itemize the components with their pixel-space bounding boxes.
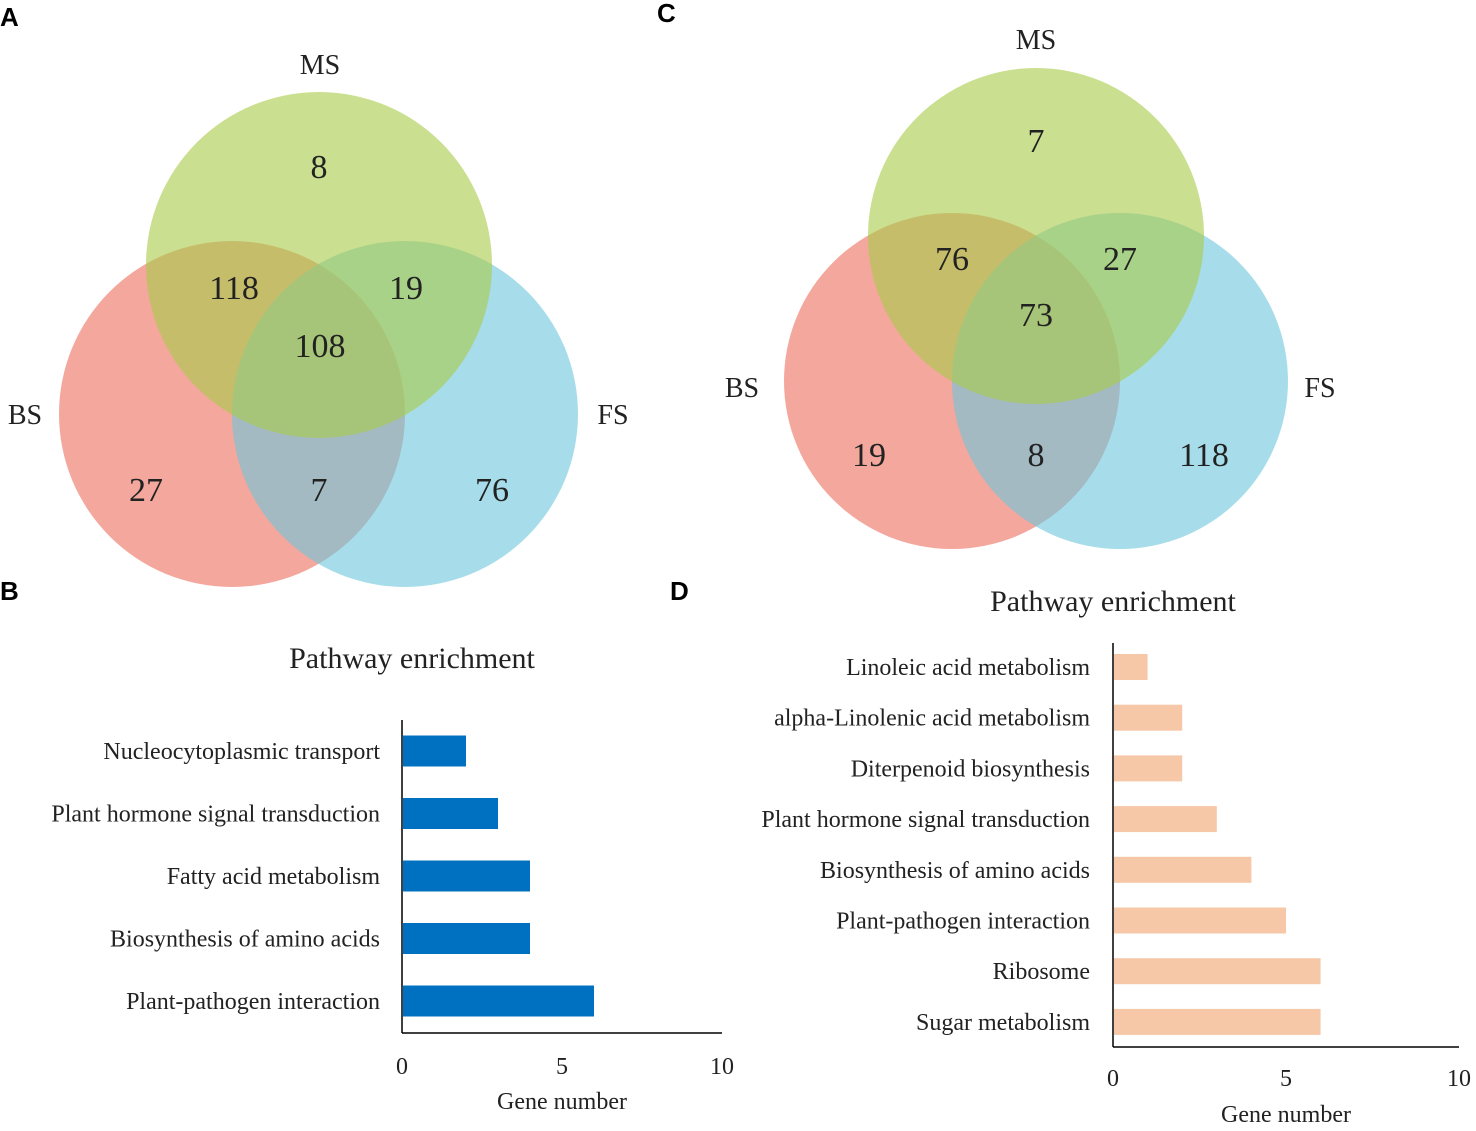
venn-a-count-ms-only: 8 [311, 149, 328, 186]
chart-b-category-label: Plant-pathogen interaction [126, 989, 380, 1015]
venn-c-count-bs-fs: 8 [1028, 437, 1045, 474]
chart-d-xlabel: Gene number [1221, 1102, 1351, 1128]
bar-chart-b: Pathway enrichment Gene number Nucleocyt… [51, 642, 734, 1115]
venn-a: MS BS FS 8 118 19 108 27 7 76 [8, 50, 629, 587]
venn-c-count-ms-bs: 76 [935, 241, 969, 278]
venn-a-label-ms: MS [300, 50, 340, 81]
venn-c-count-all: 73 [1019, 297, 1053, 334]
chart-b-bar [403, 735, 466, 767]
chart-b-tick-label: 0 [396, 1054, 408, 1080]
chart-d-category-label: Plant hormone signal transduction [761, 807, 1090, 833]
venn-a-circle-ms [146, 92, 492, 438]
chart-b-category-label: Plant hormone signal transduction [51, 802, 380, 828]
chart-d-bar [1114, 654, 1148, 680]
chart-d-category-label: Sugar metabolism [916, 1010, 1090, 1036]
venn-c-circle-ms [868, 68, 1204, 404]
venn-a-count-ms-bs: 118 [209, 270, 259, 307]
panel-letter-a: A [0, 2, 19, 32]
venn-c-count-bs-only: 19 [852, 437, 886, 474]
venn-a-count-fs-only: 76 [475, 472, 509, 509]
venn-a-label-bs: BS [8, 400, 42, 431]
chart-d-category-label: alpha-Linolenic acid metabolism [774, 706, 1090, 732]
chart-d-category-label: Ribosome [993, 959, 1090, 985]
panel-letter-d: D [670, 576, 689, 606]
chart-b-category-label: Biosynthesis of amino acids [110, 927, 380, 953]
venn-c-count-ms-fs: 27 [1103, 241, 1137, 278]
chart-d-category-label: Linoleic acid metabolism [846, 655, 1090, 681]
venn-c: MS BS FS 7 76 27 73 19 8 118 [725, 25, 1336, 549]
chart-d-category-label: Plant-pathogen interaction [836, 909, 1090, 935]
venn-a-count-ms-fs: 19 [389, 270, 423, 307]
chart-d-category-label: Biosynthesis of amino acids [820, 858, 1090, 884]
venn-a-count-bs-fs: 7 [311, 472, 328, 509]
chart-d-title: Pathway enrichment [990, 585, 1236, 618]
venn-a-count-all: 108 [295, 328, 346, 365]
chart-d-bar [1114, 704, 1183, 731]
chart-d-bar [1114, 958, 1321, 985]
venn-c-count-ms-only: 7 [1028, 123, 1045, 160]
venn-c-count-fs-only: 118 [1179, 437, 1229, 474]
chart-d-tick-label: 10 [1447, 1066, 1471, 1092]
venn-c-label-ms: MS [1016, 25, 1056, 56]
chart-b-bar [403, 798, 498, 829]
chart-d-bar [1114, 856, 1252, 883]
chart-b-category-label: Nucleocytoplasmic transport [103, 739, 380, 765]
chart-b-xlabel: Gene number [497, 1089, 627, 1115]
chart-b-tick-label: 5 [556, 1054, 568, 1080]
venn-c-label-fs: FS [1304, 373, 1335, 404]
chart-d-tick-label: 0 [1107, 1066, 1119, 1092]
chart-b-tick-label: 10 [710, 1054, 734, 1080]
chart-b-title: Pathway enrichment [289, 642, 535, 675]
panel-letter-c: C [657, 0, 676, 28]
bar-chart-d: Pathway enrichment Gene number Linoleic … [761, 585, 1471, 1128]
panel-letter-b: B [0, 576, 19, 606]
chart-b-bar [403, 860, 530, 892]
venn-a-count-bs-only: 27 [129, 472, 163, 509]
chart-d-bar [1114, 907, 1286, 934]
chart-b-bar [403, 985, 594, 1017]
chart-d-category-label: Diterpenoid biosynthesis [851, 756, 1090, 782]
chart-d-bar [1114, 1008, 1321, 1035]
chart-b-category-label: Fatty acid metabolism [167, 864, 381, 890]
venn-a-label-fs: FS [597, 400, 628, 431]
chart-b-bar [403, 923, 530, 954]
chart-d-tick-label: 5 [1280, 1066, 1292, 1092]
venn-c-label-bs: BS [725, 373, 759, 404]
chart-d-bar [1114, 806, 1217, 833]
chart-d-bar [1114, 755, 1183, 782]
